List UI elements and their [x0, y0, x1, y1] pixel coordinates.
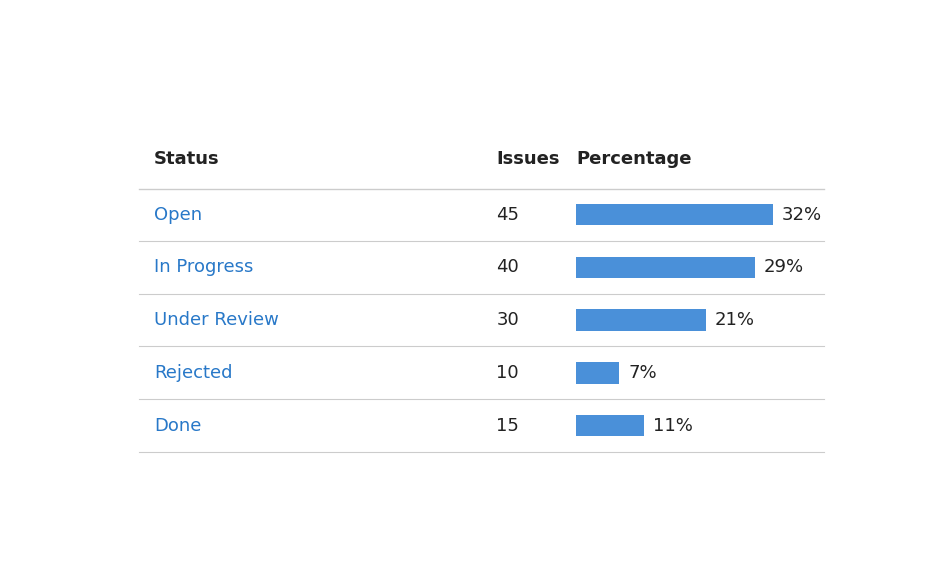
FancyBboxPatch shape	[576, 309, 706, 331]
Text: Rejected: Rejected	[154, 364, 232, 382]
Text: Status: Status	[154, 150, 220, 168]
Text: 40: 40	[496, 259, 519, 277]
FancyBboxPatch shape	[576, 362, 619, 383]
Text: Under Review: Under Review	[154, 311, 279, 329]
Text: 21%: 21%	[714, 311, 754, 329]
FancyBboxPatch shape	[576, 257, 755, 278]
Text: 11%: 11%	[652, 416, 693, 434]
FancyBboxPatch shape	[576, 204, 773, 226]
Text: In Progress: In Progress	[154, 259, 253, 277]
Text: 30: 30	[496, 311, 519, 329]
Text: 7%: 7%	[628, 364, 657, 382]
Text: 32%: 32%	[782, 206, 822, 224]
Text: 29%: 29%	[763, 259, 804, 277]
Text: 10: 10	[496, 364, 519, 382]
Text: Done: Done	[154, 416, 201, 434]
Text: 45: 45	[496, 206, 519, 224]
FancyBboxPatch shape	[576, 415, 644, 436]
Text: Percentage: Percentage	[576, 150, 692, 168]
Text: Open: Open	[154, 206, 202, 224]
Text: Issues: Issues	[496, 150, 560, 168]
Text: 15: 15	[496, 416, 519, 434]
